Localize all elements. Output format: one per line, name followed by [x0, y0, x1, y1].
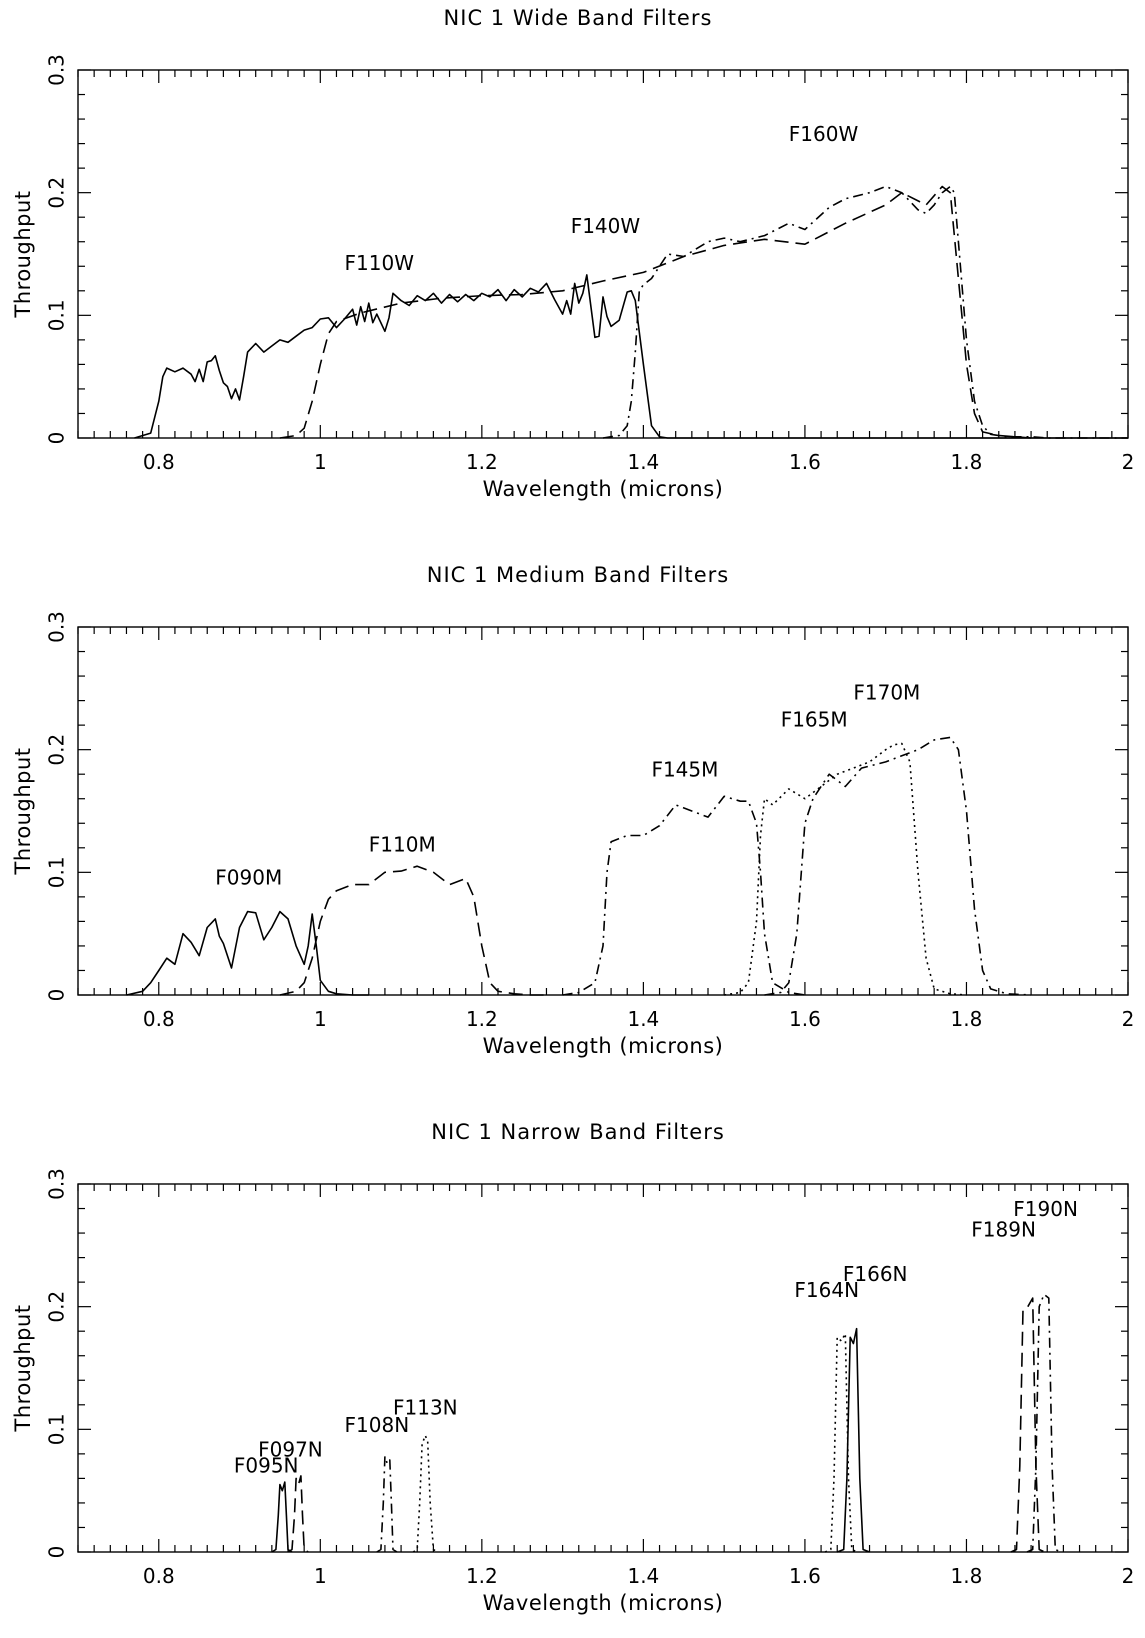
series-line-f108n [376, 1455, 398, 1553]
chart-title: NIC 1 Narrow Band Filters [431, 1120, 725, 1144]
x-tick-label: 2 [1122, 1564, 1135, 1588]
x-axis-label: Wavelength (microns) [483, 477, 724, 501]
series-line-f140w [279, 185, 1032, 439]
series-lines [126, 736, 1032, 996]
series-line-f170m [764, 736, 1032, 996]
x-tick-label: 1 [314, 1007, 327, 1031]
filter-labels: F090M F110M F145M F165M F170M [215, 680, 920, 889]
x-tick-label: 1.2 [466, 450, 498, 474]
x-tick-label: 2 [1122, 1007, 1135, 1031]
x-tick-label: 1.8 [951, 450, 983, 474]
filter-label: F110M [369, 832, 436, 856]
y-tick-labels: 0 0.1 0.2 0.3 [45, 54, 69, 444]
plot-frame [77, 69, 1129, 439]
x-tick-label: 1.8 [951, 1564, 983, 1588]
x-tick-label: 0.8 [143, 1007, 175, 1031]
filter-label: F140W [571, 214, 641, 238]
series-line-f189n [1010, 1297, 1046, 1553]
plot-frame [77, 626, 1129, 996]
filter-label: F113N [393, 1396, 458, 1420]
y-tick-label: 0.3 [45, 1168, 69, 1200]
x-tick-label: 1.4 [627, 1007, 659, 1031]
x-tick-labels: 0.8 1 1.2 1.4 1.6 1.8 2 [143, 1564, 1135, 1588]
y-tick-label: 0.2 [45, 1291, 69, 1323]
panel-medium: NIC 1 Medium Band Filters 0.8 1 1.2 1.4 … [11, 563, 1134, 1058]
filter-labels: F110W F140W F160W [345, 122, 859, 275]
series-line-f160w [602, 185, 1128, 439]
tick-marks [77, 69, 1129, 439]
y-tick-labels: 0 0.1 0.2 0.3 [45, 1168, 69, 1558]
chart-title: NIC 1 Medium Band Filters [427, 563, 729, 587]
y-tick-label: 0.3 [45, 611, 69, 643]
series-line-f145m [562, 795, 806, 996]
y-tick-label: 0 [45, 989, 69, 1002]
series-line-f095n [271, 1481, 293, 1553]
series-line-f165m [724, 742, 967, 996]
filter-label: F145M [651, 758, 718, 782]
chart-title: NIC 1 Wide Band Filters [444, 6, 713, 30]
x-tick-label: 1 [314, 1564, 327, 1588]
y-tick-label: 0.1 [45, 299, 69, 331]
y-tick-label: 0 [45, 432, 69, 445]
tick-marks [77, 1183, 1129, 1553]
filter-label: F170M [853, 680, 920, 704]
series-line-f097n [287, 1475, 309, 1553]
x-tick-label: 1 [314, 450, 327, 474]
y-tick-label: 0.2 [45, 734, 69, 766]
y-tick-label: 0.2 [45, 177, 69, 209]
series-line-f190n [1026, 1293, 1062, 1553]
filter-label: F166N [843, 1262, 908, 1286]
filter-label: F097N [258, 1437, 323, 1461]
filter-label: F160W [789, 122, 859, 146]
filter-label: F165M [781, 707, 848, 731]
filter-label: F108N [345, 1413, 410, 1437]
series-line-f113n [412, 1434, 438, 1553]
panel-narrow: NIC 1 Narrow Band Filters 0.8 1 1.2 1.4 … [11, 1120, 1134, 1615]
x-tick-label: 1.4 [627, 450, 659, 474]
y-tick-label: 0.1 [45, 1413, 69, 1445]
y-tick-label: 0.1 [45, 856, 69, 888]
filter-label: F190N [1013, 1197, 1078, 1221]
x-tick-label: 1.8 [951, 1007, 983, 1031]
x-axis-label: Wavelength (microns) [483, 1034, 724, 1058]
series-line-f090m [126, 910, 369, 996]
plot-frame [77, 1183, 1129, 1553]
x-tick-label: 1.4 [627, 1564, 659, 1588]
y-axis-label: Throughput [11, 191, 35, 319]
x-axis-label: Wavelength (microns) [483, 1591, 724, 1615]
y-tick-label: 0.3 [45, 54, 69, 86]
filter-label: F110W [345, 251, 415, 275]
x-tick-label: 1.2 [466, 1564, 498, 1588]
series-line-f166n [836, 1327, 870, 1553]
x-tick-label: 1.6 [789, 450, 821, 474]
y-axis-label: Throughput [11, 1305, 35, 1433]
x-tick-label: 0.8 [143, 450, 175, 474]
series-line-f110m [279, 865, 547, 996]
panel-wide: NIC 1 Wide Band Filters 0.8 1 1.2 1.4 1.… [11, 6, 1134, 501]
x-tick-label: 0.8 [143, 1564, 175, 1588]
x-tick-label: 1.6 [789, 1007, 821, 1031]
y-tick-label: 0 [45, 1546, 69, 1559]
filter-label: F164N [794, 1278, 859, 1302]
y-axis-label: Throughput [11, 748, 35, 876]
x-tick-labels: 0.8 1 1.2 1.4 1.6 1.8 2 [143, 450, 1135, 474]
x-tick-label: 1.6 [789, 1564, 821, 1588]
x-tick-labels: 0.8 1 1.2 1.4 1.6 1.8 2 [143, 1007, 1135, 1031]
x-tick-label: 1.2 [466, 1007, 498, 1031]
y-tick-labels: 0 0.1 0.2 0.3 [45, 611, 69, 1001]
filter-label: F189N [971, 1218, 1036, 1242]
series-lines [134, 185, 1128, 439]
filter-labels: F095N F097N F108N F113N F164N F166N F189… [234, 1197, 1078, 1477]
tick-marks [77, 626, 1129, 996]
series-line-f164n [824, 1332, 858, 1553]
filter-label: F090M [215, 866, 282, 890]
series-lines [271, 1293, 1062, 1553]
x-tick-label: 2 [1122, 450, 1135, 474]
series-line-f110w [134, 274, 1128, 439]
filter-label: F095N [234, 1453, 299, 1477]
